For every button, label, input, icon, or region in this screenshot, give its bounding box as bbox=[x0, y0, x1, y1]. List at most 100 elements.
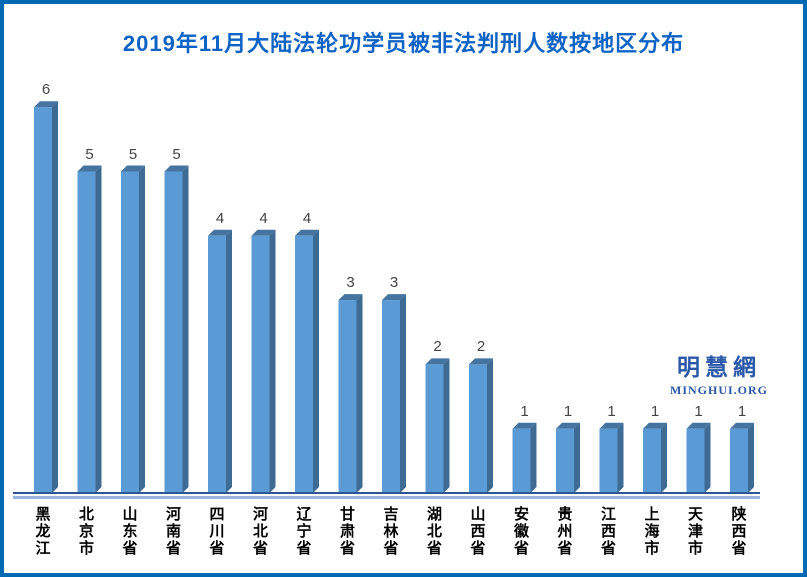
bar-top-face bbox=[77, 165, 102, 172]
bar-top-face bbox=[643, 422, 667, 429]
minghui-logo: 明慧網 MINGHUI.ORG bbox=[644, 348, 794, 398]
bar-front-face bbox=[164, 171, 183, 493]
bar-3d-column bbox=[425, 358, 450, 493]
category-label: 黑龙江 bbox=[35, 507, 51, 557]
logo-domain-text: MINGHUI.ORG bbox=[670, 383, 768, 397]
bar-value-label: 1 bbox=[737, 402, 747, 420]
category-label: 江西省 bbox=[600, 507, 616, 557]
category-label: 山西省 bbox=[470, 507, 486, 557]
bar-side-face bbox=[617, 422, 624, 493]
bar-value-label: 1 bbox=[520, 402, 529, 420]
bar-value-label: 6 bbox=[41, 81, 51, 99]
bar-front-face bbox=[295, 235, 313, 494]
category-label: 天津市 bbox=[687, 507, 703, 557]
category-label: 辽宁省 bbox=[296, 507, 312, 557]
bar-side-face bbox=[313, 229, 319, 494]
bar-value-label: 2 bbox=[433, 338, 442, 356]
bar-top-face bbox=[469, 358, 493, 365]
bar-top-face bbox=[164, 165, 189, 172]
bar-3d-column bbox=[77, 165, 102, 493]
bar-top-face bbox=[295, 229, 319, 236]
bar-3d-column bbox=[164, 165, 189, 493]
bar-side-face bbox=[574, 422, 580, 493]
bar-3d-column bbox=[338, 294, 363, 493]
bar-3d-column bbox=[208, 229, 232, 494]
bar-front-face bbox=[77, 171, 96, 493]
bar-value-label: 1 bbox=[694, 402, 703, 420]
bar-front-face bbox=[469, 364, 487, 493]
bar-value-label: 1 bbox=[607, 402, 616, 420]
bar-side-face bbox=[226, 229, 232, 494]
category-label: 山东省 bbox=[122, 507, 138, 557]
category-label: 安徽省 bbox=[513, 507, 529, 557]
bar-top-face bbox=[338, 294, 363, 301]
bar-value-label: 4 bbox=[215, 209, 225, 227]
bar-front-face bbox=[425, 364, 444, 493]
bar-side-face bbox=[704, 422, 711, 493]
bar-side-face bbox=[530, 422, 537, 493]
bar-3d-column bbox=[469, 358, 493, 493]
category-label: 四川省 bbox=[209, 507, 225, 557]
bar-side-face bbox=[487, 358, 493, 493]
baseline-light-line bbox=[13, 496, 760, 499]
bar-top-face bbox=[512, 422, 537, 429]
bar-3d-column bbox=[382, 294, 406, 493]
baseline-dark-line bbox=[13, 492, 760, 494]
bars-canvas bbox=[34, 101, 754, 494]
bar-front-face bbox=[208, 235, 226, 494]
bar-top-face bbox=[382, 294, 406, 301]
bar-value-label: 3 bbox=[389, 274, 399, 292]
bar-side-face bbox=[748, 422, 754, 493]
category-label: 河南省 bbox=[165, 507, 181, 557]
bar-value-label: 4 bbox=[302, 209, 312, 227]
bar-top-face bbox=[121, 165, 145, 172]
bar-top-face bbox=[556, 422, 580, 429]
bar-front-face bbox=[730, 428, 748, 493]
bar-front-face bbox=[382, 300, 400, 493]
bar-side-face bbox=[52, 101, 58, 493]
bar-side-face bbox=[269, 229, 276, 494]
bar-top-face bbox=[730, 422, 754, 429]
bar-value-label: 4 bbox=[259, 209, 268, 227]
bar-3d-column bbox=[599, 422, 624, 493]
chart-title: 2019年11月大陆法轮功学员被非法判刑人数按地区分布 bbox=[122, 31, 685, 56]
bar-value-label: 1 bbox=[563, 402, 573, 420]
bar-3d-column bbox=[730, 422, 754, 493]
bar-side-face bbox=[182, 165, 189, 493]
bar-3d-column bbox=[251, 229, 276, 494]
bar-side-face bbox=[356, 294, 363, 493]
category-label: 陕西省 bbox=[731, 507, 747, 557]
bar-front-face bbox=[512, 428, 531, 493]
bar-side-face bbox=[139, 165, 145, 493]
bar-front-face bbox=[121, 171, 139, 493]
bar-front-face bbox=[599, 428, 618, 493]
bar-top-face bbox=[599, 422, 624, 429]
bar-top-face bbox=[208, 229, 232, 236]
bar-side-face bbox=[400, 294, 406, 493]
bar-top-face bbox=[686, 422, 711, 429]
bar-3d-column bbox=[556, 422, 580, 493]
bar-front-face bbox=[34, 107, 52, 493]
bar-value-label: 2 bbox=[476, 338, 486, 356]
category-label: 北京市 bbox=[78, 507, 94, 557]
bar-value-label: 1 bbox=[650, 402, 660, 420]
bar-front-face bbox=[338, 300, 357, 493]
bar-top-face bbox=[251, 229, 276, 236]
bar-value-label: 5 bbox=[172, 145, 181, 163]
bar-3d-column bbox=[512, 422, 537, 493]
bar-side-face bbox=[443, 358, 450, 493]
bar-front-face bbox=[686, 428, 705, 493]
bar-value-label: 5 bbox=[128, 145, 138, 163]
bar-side-face bbox=[661, 422, 667, 493]
category-label: 甘肃省 bbox=[339, 507, 355, 557]
bar-top-face bbox=[34, 101, 58, 108]
bar-3d-column bbox=[34, 101, 58, 493]
category-label: 贵州省 bbox=[557, 507, 573, 557]
category-label: 吉林省 bbox=[383, 507, 399, 557]
bar-3d-column bbox=[686, 422, 711, 493]
category-label: 上海市 bbox=[644, 507, 660, 557]
bar-front-face bbox=[251, 235, 270, 494]
category-label: 河北省 bbox=[252, 507, 268, 557]
bar-side-face bbox=[95, 165, 102, 493]
